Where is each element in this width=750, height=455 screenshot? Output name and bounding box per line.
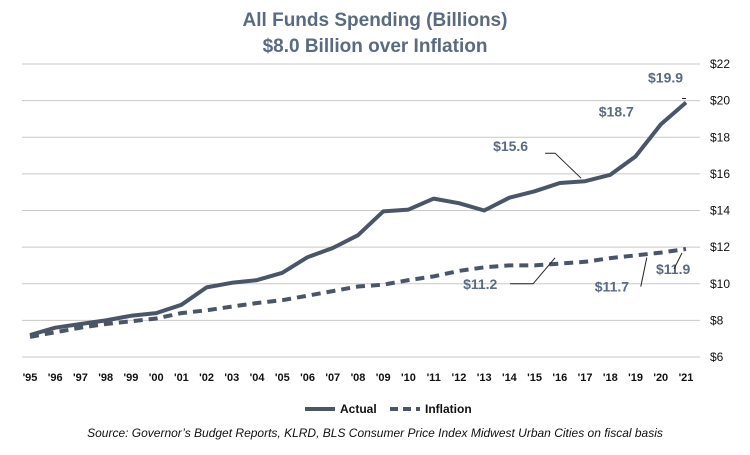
chart-title: All Funds Spending (Billions) xyxy=(243,10,508,31)
x-tick-label: '17 xyxy=(578,372,593,384)
x-tick-label: '01 xyxy=(174,372,189,384)
leader-line xyxy=(673,252,683,270)
x-tick-label: '03 xyxy=(224,372,239,384)
chart-subtitle: $8.0 Billion over Inflation xyxy=(263,36,488,57)
y-tick-label: $14 xyxy=(710,204,730,218)
x-tick-label: '11 xyxy=(427,372,441,384)
leader-line xyxy=(510,257,556,285)
data-label: $11.7 xyxy=(595,279,629,295)
data-label: $15.6 xyxy=(493,138,528,154)
legend: Actual Inflation xyxy=(305,402,472,416)
data-labels: $19.9 $18.7 $15.6 $11.2 $11.7 $11.9 xyxy=(463,69,690,294)
leader-line xyxy=(640,257,648,287)
y-axis-ticks: $6 $8 $10 $12 $14 $16 $18 $20 $22 xyxy=(710,57,730,364)
x-tick-label: '97 xyxy=(73,372,88,384)
x-tick-label: '95 xyxy=(23,372,38,384)
x-tick-label: '08 xyxy=(351,372,366,384)
x-tick-label: '96 xyxy=(48,372,63,384)
x-tick-label: '13 xyxy=(477,372,492,384)
y-tick-label: $20 xyxy=(710,94,730,108)
series-lines xyxy=(29,100,688,339)
x-tick-label: '18 xyxy=(603,372,618,384)
data-label: $11.9 xyxy=(656,261,690,277)
source-note: Source: Governor’s Budget Reports, KLRD,… xyxy=(87,426,663,440)
x-tick-label: '14 xyxy=(502,372,518,384)
x-tick-label: '19 xyxy=(628,372,643,384)
x-tick-label: '10 xyxy=(401,372,416,384)
y-tick-label: $22 xyxy=(710,57,730,71)
x-tick-label: '98 xyxy=(98,372,113,384)
x-tick-label: '09 xyxy=(376,372,391,384)
x-axis-ticks: '95 '96 '97 '98 '99 '00 '01 '02 '03 '04 '05 '06 '07 '… xyxy=(23,372,694,384)
x-tick-label: '12 xyxy=(451,372,466,384)
x-tick-label: '15 xyxy=(527,372,542,384)
x-tick-label: '02 xyxy=(199,372,214,384)
x-tick-label: '07 xyxy=(325,372,340,384)
data-label: $18.7 xyxy=(599,103,634,119)
x-tick-label: '16 xyxy=(552,372,567,384)
x-tick-label: '04 xyxy=(250,372,266,384)
x-tick-label: '99 xyxy=(123,372,138,384)
data-label: $19.9 xyxy=(648,69,683,85)
series-line-inflation xyxy=(29,247,687,339)
leader-line xyxy=(545,152,582,179)
y-tick-label: $8 xyxy=(710,313,724,327)
legend-inflation-label: Inflation xyxy=(425,402,472,416)
y-tick-label: $12 xyxy=(710,240,730,254)
y-tick-label: $18 xyxy=(710,130,730,144)
data-label: $11.2 xyxy=(463,276,497,292)
legend-actual-label: Actual xyxy=(340,402,377,416)
x-tick-label: '21 xyxy=(679,372,694,384)
x-tick-label: '06 xyxy=(300,372,315,384)
y-tick-label: $10 xyxy=(710,277,730,291)
x-tick-label: '05 xyxy=(275,372,290,384)
series-line-actual xyxy=(29,100,688,337)
y-tick-label: $6 xyxy=(710,350,724,364)
x-tick-label: '00 xyxy=(149,372,164,384)
y-tick-label: $16 xyxy=(710,167,730,181)
x-tick-label: '20 xyxy=(653,372,668,384)
